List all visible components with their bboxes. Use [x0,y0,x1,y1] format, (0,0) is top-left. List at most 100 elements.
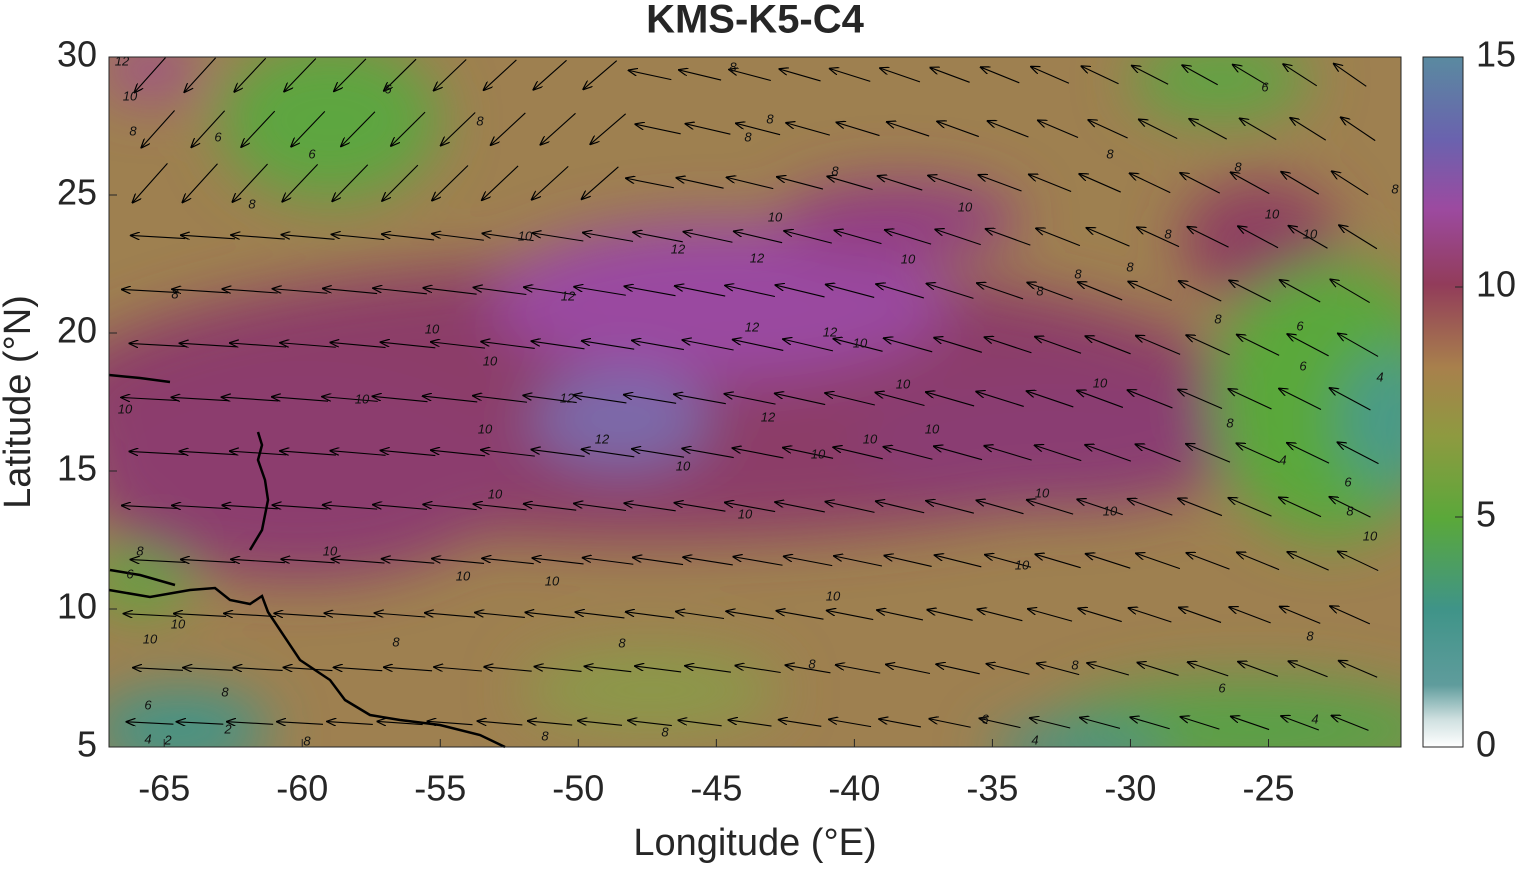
wind-arrow [1028,609,1073,622]
wind-arrow [1281,172,1320,195]
wind-arrow [121,397,179,400]
contour-label: 8 [1036,283,1044,298]
wind-arrow [786,123,830,136]
wind-arrow [1238,662,1279,677]
contour-label: 10 [518,228,533,243]
wind-arrow [129,451,187,454]
wind-arrow [632,449,685,458]
wind-arrow [231,559,285,562]
contour-label: 10 [1015,557,1030,572]
wind-arrow [934,446,983,461]
contour-label: 10 [901,251,916,266]
wind-arrow [834,556,883,567]
wind-arrow [141,110,175,147]
x-tick-label: -60 [276,768,328,809]
wind-arrow [977,500,1024,515]
wind-arrow [334,667,383,670]
wind-arrow [1188,662,1229,677]
wind-arrow [133,163,168,202]
contour-label: 10 [171,616,186,631]
wind-arrow [729,70,771,82]
contour-label: 12 [595,431,610,446]
wind-arrow [191,110,226,147]
wind-arrow [280,343,336,348]
wind-arrow [985,337,1032,354]
contour-label: 8 [1214,311,1222,326]
wind-arrow [684,232,733,243]
wind-arrow [227,722,274,725]
wind-arrow [482,165,519,200]
wind-arrow [1189,119,1227,140]
wind-arrow [633,232,683,243]
wind-arrow [1086,554,1131,569]
wind-arrow [182,163,218,203]
wind-arrow [434,59,467,91]
wind-arrow [733,557,783,566]
wind-arrow [281,559,335,563]
wind-arrow [777,177,824,190]
wind-arrow [532,558,584,565]
wind-arrow [432,234,484,241]
contour-label: 10 [488,486,503,501]
contour-label: 10 [925,421,940,436]
contour-label: 4 [1031,732,1038,747]
wind-arrow [1139,119,1178,140]
x-tick-label: -55 [414,768,466,809]
x-axis-label: Longitude (°E) [633,822,876,864]
wind-arrow [786,665,831,674]
wind-arrow [473,396,528,403]
wind-arrow [836,665,881,674]
colorbar-tick-label: 15 [1476,34,1516,75]
wind-arrow [986,229,1031,246]
wind-arrow [674,394,726,405]
wind-arrow [282,163,319,201]
wind-arrow [987,664,1030,675]
wind-arrow [127,722,174,724]
wind-arrow [391,111,426,146]
wind-arrow [783,448,834,459]
wind-arrow [1186,444,1231,463]
wind-arrow [876,284,924,299]
wind-arrow [1289,226,1328,249]
wind-arrow [582,449,635,458]
wind-arrow [1233,65,1268,86]
wind-arrow [432,165,469,201]
wind-arrow [885,230,932,245]
contour-label: 6 [384,81,392,96]
wind-arrow [685,666,731,673]
wind-arrow [1187,227,1229,248]
wind-arrow [1178,498,1223,517]
contour-label: 8 [171,286,179,301]
wind-arrow [1338,334,1379,357]
wind-arrow [131,235,186,238]
contour-label: 8 [303,733,311,748]
contour-label: 8 [618,635,626,650]
wind-arrow [277,722,324,725]
wind-arrow [482,233,534,242]
wind-arrow [322,397,378,402]
wind-arrow [825,393,875,406]
contour-label: 12 [823,324,838,339]
contour-label: 12 [560,390,575,405]
wind-arrow [1027,283,1073,300]
contour-label: 6 [126,566,134,581]
wind-arrow [491,112,526,145]
wind-arrow [930,68,970,83]
wind-arrow [1087,663,1130,676]
contour-label: 8 [476,113,484,128]
wind-arrow [830,69,871,82]
wind-arrow [927,610,973,621]
wind-arrow [1035,445,1082,462]
wind-arrow [574,287,626,296]
wind-arrow [172,289,228,293]
contour-label: 8 [541,728,549,743]
wind-arrow [1085,445,1132,462]
wind-arrow [726,611,774,620]
wind-arrow [474,504,527,511]
wind-arrow [377,721,423,724]
title: KMS-K5-C4 [646,0,865,42]
wind-arrow [327,722,373,725]
wind-arrow [533,233,584,242]
contour-label: 10 [1035,485,1050,500]
wind-arrow [628,720,672,727]
